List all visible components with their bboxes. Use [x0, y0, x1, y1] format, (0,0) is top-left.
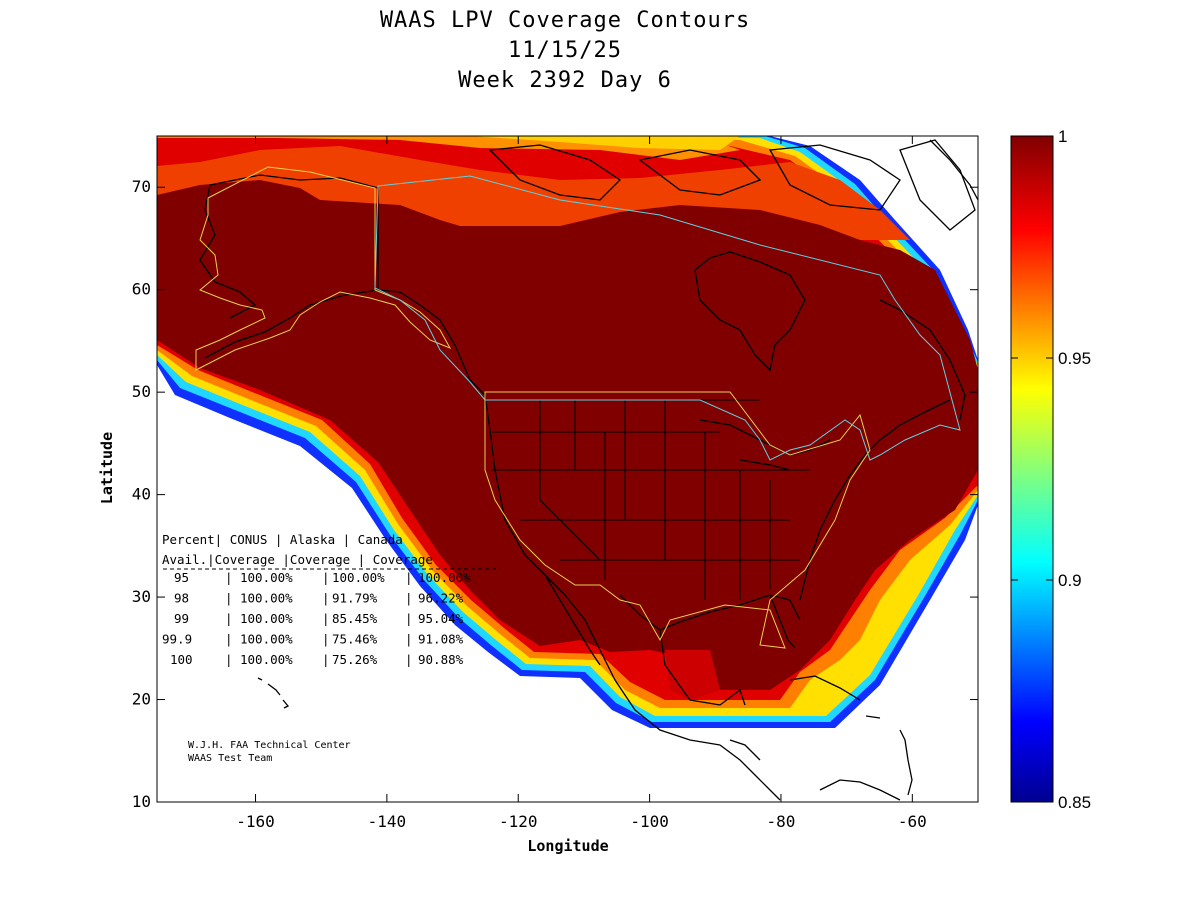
- colorbar-tick-label: 1: [1058, 127, 1067, 146]
- table-sep: |: [225, 570, 233, 585]
- y-tick-label: 40: [132, 485, 151, 504]
- colorbar-tick-label: 0.85: [1058, 793, 1091, 812]
- table-cell-percent: 100: [170, 652, 193, 667]
- table-cell-conus: 100.00%: [240, 611, 293, 626]
- table-cell-percent: 99.9: [162, 632, 192, 647]
- y-tick-label: 50: [132, 382, 151, 401]
- table-sep: |: [322, 632, 330, 647]
- table-sep: |: [405, 652, 413, 667]
- table-cell-conus: 100.00%: [240, 632, 293, 647]
- credit-line-2: WAAS Test Team: [188, 753, 272, 764]
- table-cell-alaska: 75.46%: [332, 632, 378, 647]
- table-sep: |: [225, 652, 233, 667]
- x-axis-label: Longitude: [527, 837, 608, 855]
- table-sep: |: [405, 570, 413, 585]
- coverage-map: [157, 136, 978, 802]
- y-tick-label: 20: [132, 690, 151, 709]
- coverage-table: Percent| CONUS | Alaska | Canada Avail.|…: [162, 532, 500, 667]
- y-tick-label: 60: [132, 280, 151, 299]
- table-cell-canada: 90.88%: [418, 652, 464, 667]
- y-tick-label: 10: [132, 792, 151, 811]
- table-cell-conus: 100.00%: [240, 652, 293, 667]
- y-tick-label: 70: [132, 177, 151, 196]
- x-tick-label: -80: [767, 812, 796, 831]
- colorbar: [1010, 135, 1054, 803]
- table-sep: |: [322, 652, 330, 667]
- table-cell-alaska: 85.45%: [332, 611, 378, 626]
- chart-date: 11/15/25: [508, 38, 622, 63]
- chart-week-day: Week 2392 Day 6: [458, 68, 672, 93]
- table-row: 99 | 100.00% | 85.45% | 95.04%: [174, 611, 464, 626]
- table-sep: |: [225, 632, 233, 647]
- table-sep: |: [322, 591, 330, 606]
- table-header-1: Percent| CONUS | Alaska | Canada: [162, 532, 403, 547]
- chart-title: WAAS LPV Coverage Contours: [379, 8, 751, 33]
- colorbar-ticks: 1 0.95 0.9 0.85: [1011, 127, 1091, 812]
- table-sep: |: [405, 611, 413, 626]
- coverage-contour-south-red: [665, 650, 720, 700]
- table-cell-alaska: 75.26%: [332, 652, 378, 667]
- y-axis-ticks: 10 20 30 40 50 60 70: [132, 177, 978, 811]
- table-row: 98 | 100.00% | 91.79% | 96.22%: [174, 591, 464, 606]
- colorbar-tick-label: 0.9: [1058, 571, 1082, 590]
- y-axis-label: Latitude: [98, 432, 116, 504]
- table-cell-canada: 96.22%: [418, 591, 464, 606]
- table-sep: |: [322, 570, 330, 585]
- coverage-contour-dark-red: [157, 180, 978, 690]
- coverage-contour-north-yellow: [470, 136, 740, 150]
- x-tick-label: -100: [630, 812, 669, 831]
- table-row: 99.9 | 100.00% | 75.46% | 91.08%: [162, 632, 464, 647]
- x-tick-label: -60: [898, 812, 927, 831]
- table-cell-alaska: 100.00%: [332, 570, 385, 585]
- table-cell-canada: 95.04%: [418, 611, 464, 626]
- alaska-boundary: [195, 166, 452, 371]
- table-sep: |: [225, 591, 233, 606]
- credit-line-1: W.J.H. FAA Technical Center: [188, 740, 351, 751]
- table-sep: |: [405, 591, 413, 606]
- colorbar-tick-label: 0.95: [1058, 349, 1091, 368]
- x-axis-ticks: -160 -140 -120 -100 -80 -60: [236, 136, 927, 831]
- table-row: 100 | 100.00% | 75.26% | 90.88%: [170, 652, 464, 667]
- table-cell-conus: 100.00%: [240, 570, 293, 585]
- table-sep: |: [405, 632, 413, 647]
- table-header-2: Avail.|Coverage |Coverage | Coverage: [162, 552, 433, 567]
- coastlines: [199, 139, 978, 801]
- canada-boundary: [374, 175, 961, 461]
- table-cell-percent: 99: [174, 611, 189, 626]
- table-cell-conus: 100.00%: [240, 591, 293, 606]
- plot-frame: [156, 135, 979, 803]
- conus-boundary: [484, 391, 871, 649]
- table-cell-canada: 91.08%: [418, 632, 464, 647]
- table-sep: |: [225, 611, 233, 626]
- table-cell-percent: 95: [174, 570, 189, 585]
- table-cell-percent: 98: [174, 591, 189, 606]
- y-tick-label: 30: [132, 587, 151, 606]
- table-cell-canada: 100.00%: [418, 570, 471, 585]
- x-tick-label: -160: [236, 812, 275, 831]
- x-tick-label: -140: [368, 812, 407, 831]
- table-row: 95 | 100.00% | 100.00% | 100.00%: [174, 570, 471, 585]
- table-sep: |: [322, 611, 330, 626]
- x-tick-label: -120: [499, 812, 538, 831]
- table-cell-alaska: 91.79%: [332, 591, 378, 606]
